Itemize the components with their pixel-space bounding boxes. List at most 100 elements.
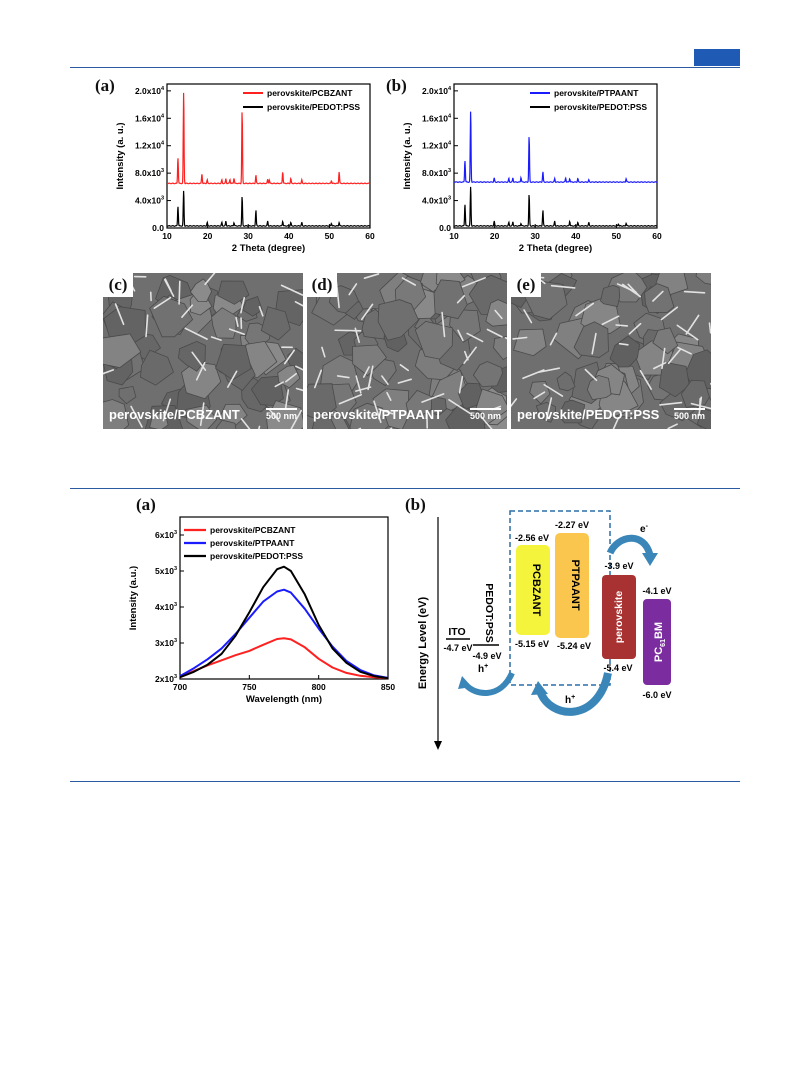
bottom-rule	[70, 781, 740, 782]
sem-flake	[584, 368, 598, 382]
sem-flake	[601, 315, 620, 326]
sem-grain	[215, 343, 252, 381]
sem-grain	[445, 405, 486, 429]
sem-grain	[680, 379, 710, 408]
sem-grain	[218, 403, 248, 427]
x-tick-label: 50	[325, 231, 335, 241]
xrd-frame	[166, 83, 371, 229]
sem-flake	[667, 348, 682, 365]
sem-flake	[494, 309, 503, 320]
sem-grain	[433, 279, 468, 320]
x-tick-label: 700	[173, 682, 187, 692]
sem-grain	[419, 273, 442, 293]
sem-flake	[258, 305, 264, 317]
sem-flake	[511, 398, 518, 408]
sem-flake	[708, 322, 711, 334]
series-line	[179, 588, 389, 679]
y-tick-label: 6x103	[155, 530, 177, 540]
y-tick-label: 0.0	[152, 223, 164, 233]
y-tick-label: 3x103	[155, 638, 177, 648]
y-axis-label: Intensity (a. u.)	[402, 122, 413, 189]
pcbzant-label: PCBZANT	[530, 564, 542, 617]
energy-diagram: (b) Energy Level (eV) ITO -4.7 eV PEDOT:…	[400, 495, 700, 765]
sem-grain	[558, 399, 586, 424]
pcbzant-bar	[516, 545, 550, 635]
sem-grain	[652, 327, 679, 355]
hole-symbol-small: h+	[478, 663, 488, 675]
sem-flake	[612, 416, 620, 429]
sem-flake	[162, 398, 172, 422]
sem-grain	[658, 361, 690, 398]
sem-flake	[533, 391, 546, 400]
sem-flake	[399, 364, 409, 372]
sem-flake	[210, 336, 222, 341]
sem-texture-e	[511, 273, 711, 429]
hole-arrow-small	[463, 671, 515, 696]
sem-scalebar-c: 500 nm	[265, 408, 297, 421]
energy-svg: Energy Level (eV) ITO -4.7 eV PEDOT:PSS …	[417, 510, 672, 750]
legend-label: perovskite/PEDOT:PSS	[267, 102, 360, 112]
sem-flake	[386, 391, 392, 401]
perovskite-vb: -5.4 eV	[603, 663, 632, 673]
sem-grain	[644, 283, 675, 313]
sem-flake	[456, 295, 466, 304]
sem-grain	[685, 349, 711, 389]
perovskite-bar	[602, 575, 636, 659]
sem-flake	[362, 366, 370, 378]
sem-id-d: (d)	[307, 273, 337, 297]
sem-flake	[336, 375, 350, 379]
sem-grain	[149, 295, 194, 338]
sem-flake	[381, 375, 389, 385]
electron-arrow	[606, 534, 654, 557]
sem-flake	[280, 284, 303, 296]
pedot-label: PEDOT:PSS	[483, 583, 495, 643]
sem-flake	[421, 393, 445, 403]
sem-flake	[181, 304, 194, 319]
sem-grain	[609, 335, 641, 368]
sem-flake	[294, 300, 303, 307]
sem-id-e: (e)	[511, 273, 541, 297]
sem-flake	[240, 296, 246, 314]
x-axis-label: 2 Theta (degree)	[519, 243, 592, 254]
y-tick-label: 1.6x104	[422, 113, 452, 123]
middle-rule	[70, 488, 740, 489]
sem-flake	[466, 332, 484, 343]
sem-flake	[653, 361, 667, 370]
sem-flake	[676, 324, 699, 341]
energy-axis-label: Energy Level (eV)	[417, 597, 429, 690]
sem-flake	[367, 365, 374, 391]
legend-label: perovskite/PEDOT:PSS	[210, 551, 303, 561]
sem-grain	[103, 333, 142, 369]
x-tick-label: 20	[203, 231, 213, 241]
sem-flake	[463, 346, 477, 364]
sem-flake	[480, 416, 493, 429]
sem-flake	[268, 408, 280, 423]
ptpaant-bar	[555, 533, 589, 638]
sem-flake	[314, 369, 323, 389]
sem-grain	[140, 349, 174, 386]
sem-flake	[659, 401, 683, 406]
series-line	[179, 637, 389, 680]
sem-grain	[260, 306, 291, 341]
sem-grain	[535, 401, 556, 423]
sem-flake	[295, 365, 303, 371]
sem-flake	[545, 397, 553, 421]
y-tick-label: 8.0x103	[422, 168, 451, 178]
sem-grain	[472, 361, 503, 388]
sem-grain	[695, 273, 711, 285]
x-tick-label: 40	[571, 231, 581, 241]
sem-flake	[458, 375, 464, 394]
xrd-frame	[453, 83, 658, 229]
ito-label: ITO	[448, 626, 465, 638]
y-tick-label: 0.0	[439, 223, 451, 233]
sem-flake	[199, 402, 205, 426]
sem-grain	[103, 399, 130, 429]
x-tick-label: 60	[652, 231, 662, 241]
legend-label: perovskite/PTPAANT	[554, 88, 639, 98]
legend-label: perovskite/PCBZANT	[210, 525, 296, 535]
pcbzant-homo: -5.15 eV	[515, 639, 549, 649]
pl-chart: (a) 700 750 800 850 2x103 3x103 4x103 5x103 6x10…	[120, 495, 400, 720]
sem-id-c: (c)	[103, 273, 133, 297]
pl-plot: 700 750 800 850 2x103 3x103 4x103 5x103 6x103 Wav…	[128, 516, 395, 705]
y-axis-label: Intensity (a. u.)	[115, 122, 126, 189]
